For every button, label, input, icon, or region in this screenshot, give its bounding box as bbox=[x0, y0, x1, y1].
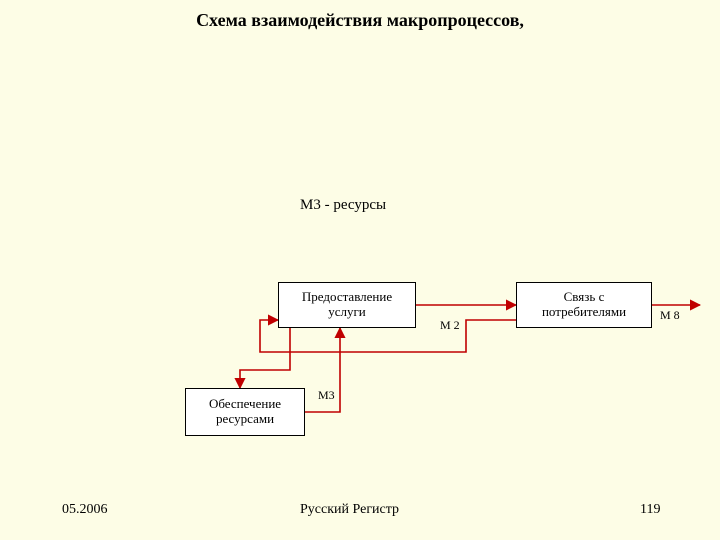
label-m3: М3 bbox=[318, 388, 335, 403]
label-m2: М 2 bbox=[440, 318, 460, 333]
page-title: Схема взаимодействия макропроцессов, bbox=[196, 10, 524, 31]
node-resource-supply: Обеспечение ресурсами bbox=[185, 388, 305, 436]
edge-service-down-to-resources bbox=[240, 328, 290, 388]
footer-center: Русский Регистр bbox=[300, 502, 399, 518]
node-service-provision: Предоставление услуги bbox=[278, 282, 416, 328]
node-customer-link: Связь с потребителями bbox=[516, 282, 652, 328]
footer-page: 119 bbox=[640, 502, 660, 518]
node-service-label: Предоставление услуги bbox=[285, 290, 409, 320]
node-resource-label: Обеспечение ресурсами bbox=[192, 397, 298, 427]
diagram-stage: Схема взаимодействия макропроцессов, М3 … bbox=[0, 0, 720, 540]
label-m8: М 8 bbox=[660, 308, 680, 323]
footer-date: 05.2006 bbox=[62, 502, 108, 518]
edges-layer bbox=[0, 0, 720, 540]
node-customer-label: Связь с потребителями bbox=[523, 290, 645, 320]
section-label-m3-resources: М3 - ресурсы bbox=[300, 197, 386, 214]
